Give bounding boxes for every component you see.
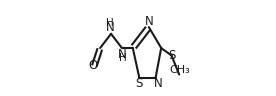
Text: N: N [153,77,162,90]
Text: H: H [119,53,127,63]
Text: N: N [106,21,115,34]
Text: N: N [145,15,153,29]
Text: H: H [106,18,113,28]
Text: N: N [118,48,127,61]
Text: CH₃: CH₃ [169,65,190,75]
Text: O: O [88,60,98,72]
Text: S: S [168,49,176,62]
Text: S: S [136,77,143,90]
